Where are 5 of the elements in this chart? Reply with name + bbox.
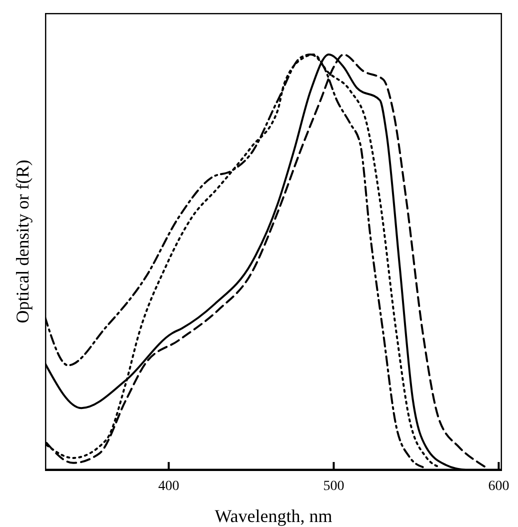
x-tick-label: 500 [323, 478, 344, 494]
y-axis-title: Optical density or f(R) [12, 160, 32, 324]
x-tick-label: 600 [488, 478, 510, 494]
x-tick-label: 400 [158, 478, 180, 494]
x-axis-title: Wavelength, nm [214, 506, 332, 526]
